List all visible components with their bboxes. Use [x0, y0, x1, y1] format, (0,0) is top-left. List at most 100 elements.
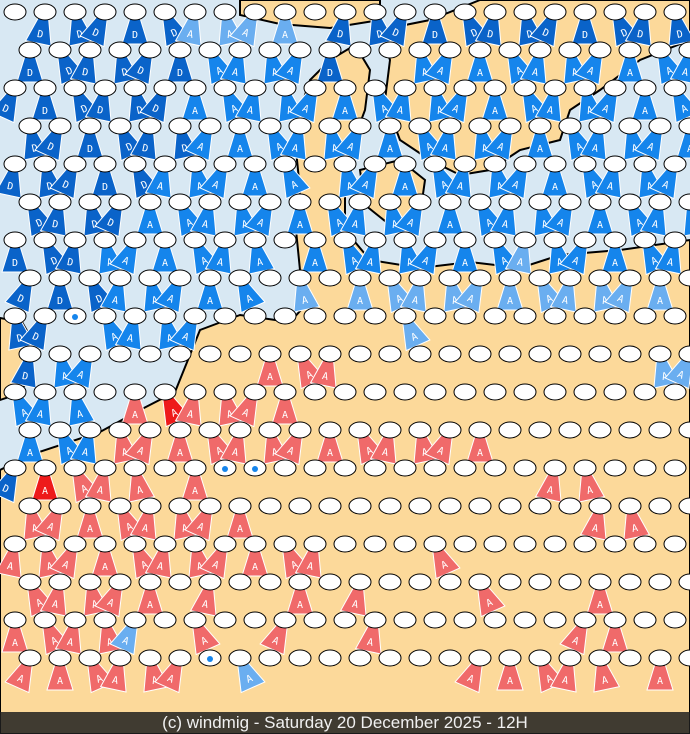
wind-marker: D	[0, 79, 27, 124]
wind-marker	[273, 307, 297, 325]
wind-marker: A	[241, 155, 269, 197]
station-ellipse	[93, 535, 117, 553]
station-ellipse	[408, 345, 432, 363]
station-ellipse	[633, 535, 657, 553]
station-ellipse	[213, 79, 237, 97]
marker-letter: A	[485, 597, 495, 610]
station-ellipse	[33, 3, 57, 21]
marker-letter: A	[286, 105, 294, 117]
station-ellipse	[408, 573, 432, 591]
marker-letter: D	[135, 65, 145, 78]
station-ellipse	[483, 231, 507, 249]
station-ellipse	[168, 649, 192, 667]
marker-letter: A	[440, 559, 450, 572]
marker-letter: D	[65, 65, 75, 78]
wind-marker: A	[604, 269, 642, 314]
wind-marker	[303, 307, 327, 325]
marker-letter: A	[165, 673, 175, 686]
wind-marker: A	[499, 155, 537, 200]
station-ellipse	[258, 421, 282, 439]
marker-letter: A	[66, 637, 74, 649]
station-ellipse	[108, 573, 132, 591]
wind-marker	[243, 611, 267, 629]
station-ellipse	[423, 611, 447, 629]
station-ellipse	[483, 611, 507, 629]
marker-letter: A	[435, 65, 445, 78]
station-ellipse	[153, 79, 177, 97]
station-ellipse	[543, 231, 567, 249]
wind-marker	[543, 611, 567, 629]
wind-marker	[498, 573, 522, 591]
marker-letter: A	[27, 448, 33, 459]
marker-letter: A	[447, 220, 453, 231]
marker-letter: A	[170, 407, 180, 420]
wind-marker	[438, 497, 462, 515]
wind-marker: A	[489, 193, 522, 237]
wind-marker: A	[639, 193, 672, 237]
station-ellipse	[273, 459, 297, 477]
wind-marker: A	[393, 307, 431, 352]
station-ellipse	[108, 193, 132, 211]
wind-marker: A	[229, 383, 267, 428]
marker-letter: D	[6, 181, 14, 193]
wind-marker	[663, 307, 687, 325]
wind-marker: D	[324, 3, 357, 47]
wind-marker: A	[444, 155, 477, 199]
station-ellipse	[333, 79, 357, 97]
wind-marker: A	[226, 497, 254, 539]
station-ellipse	[123, 535, 147, 553]
station-ellipse	[603, 535, 627, 553]
marker-letter: D	[327, 68, 333, 79]
wind-marker: A	[534, 459, 567, 503]
station-ellipse	[303, 3, 327, 21]
station-ellipse	[348, 649, 372, 667]
wind-marker: A	[166, 421, 194, 463]
marker-letter: A	[545, 293, 555, 306]
marker-letter: A	[151, 295, 159, 307]
marker-letter: A	[366, 637, 374, 649]
station-ellipse	[438, 421, 462, 439]
wind-marker	[303, 611, 327, 629]
wind-marker	[273, 459, 297, 477]
wind-marker: A	[601, 231, 629, 273]
marker-letter: A	[495, 141, 505, 154]
station-ellipse	[3, 155, 27, 173]
station-ellipse	[483, 307, 507, 325]
wind-marker: A	[436, 193, 464, 235]
station-ellipse	[33, 231, 57, 249]
marker-letter: A	[631, 523, 639, 535]
wind-marker	[633, 459, 657, 477]
station-ellipse	[618, 193, 642, 211]
station-ellipse	[213, 535, 237, 553]
wind-marker	[348, 649, 372, 667]
marker-letter: D	[16, 333, 24, 345]
station-ellipse	[468, 649, 492, 667]
rain-drop-icon	[72, 314, 78, 320]
wind-marker: A	[544, 193, 582, 238]
station-ellipse	[648, 269, 672, 287]
marker-letter: A	[651, 219, 659, 231]
marker-letter: A	[312, 258, 318, 269]
station-ellipse	[423, 231, 447, 249]
station-ellipse	[513, 383, 537, 401]
marker-letter: A	[120, 635, 130, 648]
station-ellipse	[273, 383, 297, 401]
wind-marker	[288, 649, 312, 667]
wind-marker: A	[109, 231, 147, 276]
wind-marker	[333, 611, 357, 629]
wind-marker	[438, 573, 462, 591]
wind-marker: D	[91, 155, 119, 197]
station-ellipse	[78, 269, 102, 287]
marker-letter: A	[591, 523, 599, 535]
station-ellipse	[633, 307, 657, 325]
wind-marker	[468, 497, 492, 515]
station-ellipse	[333, 307, 357, 325]
marker-letter: A	[365, 445, 375, 458]
wind-marker	[258, 573, 282, 591]
wind-marker	[408, 649, 432, 667]
marker-letter: A	[635, 217, 645, 230]
wind-marker: A	[354, 231, 387, 275]
station-ellipse	[543, 459, 567, 477]
station-ellipse	[498, 421, 522, 439]
wind-marker	[258, 649, 282, 667]
